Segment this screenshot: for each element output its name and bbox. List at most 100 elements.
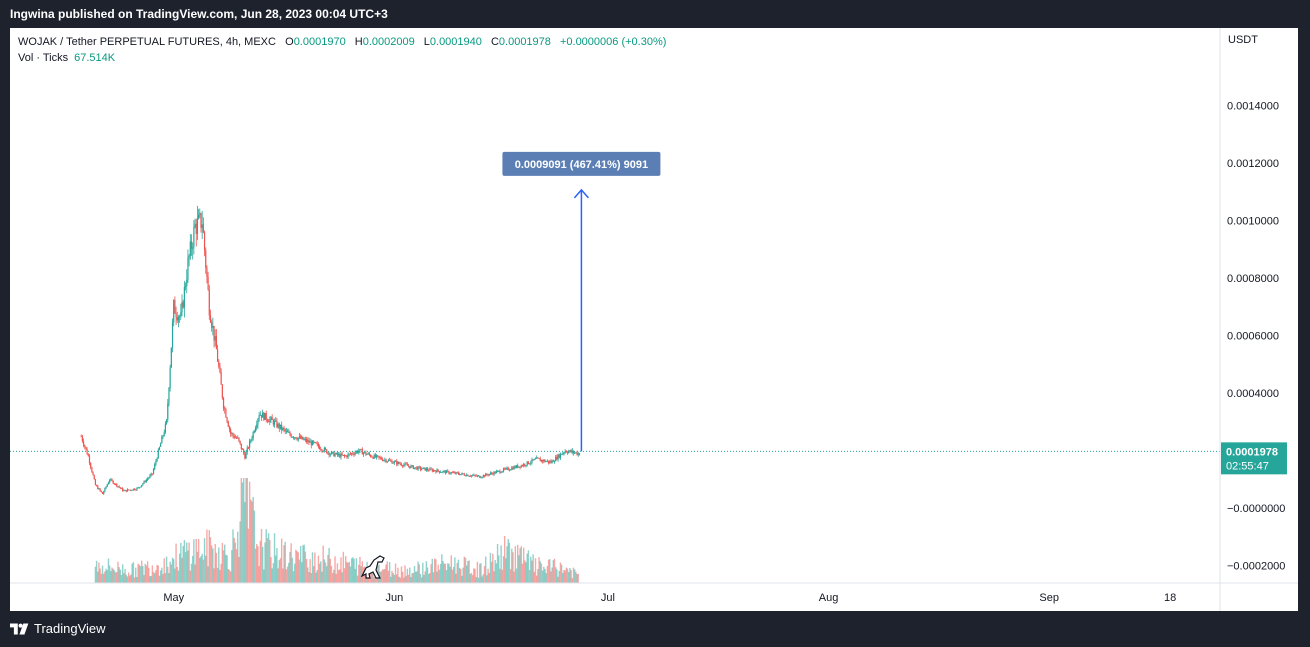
candle-body bbox=[539, 458, 541, 462]
volume-bar bbox=[321, 571, 323, 583]
volume-bar bbox=[484, 556, 487, 583]
volume-bar bbox=[568, 572, 570, 583]
candle-body bbox=[563, 452, 565, 454]
candle-body bbox=[538, 458, 540, 460]
currency-label[interactable]: USDT bbox=[1228, 34, 1258, 46]
volume-bar bbox=[294, 563, 296, 583]
volume-bar bbox=[462, 567, 464, 583]
volume-bar bbox=[241, 482, 244, 583]
candle-body bbox=[144, 481, 146, 482]
candle-body bbox=[498, 470, 500, 472]
candle-body bbox=[91, 467, 93, 472]
volume-label[interactable]: Vol · Ticks bbox=[18, 52, 69, 64]
candle-body bbox=[209, 315, 212, 323]
volume-bar bbox=[150, 575, 152, 583]
candle-body bbox=[316, 443, 318, 445]
candle-body bbox=[238, 437, 240, 441]
volume-bar bbox=[374, 574, 377, 583]
volume-bar bbox=[165, 556, 168, 583]
candle-body bbox=[564, 451, 566, 453]
candle-body bbox=[303, 439, 305, 441]
candle-body bbox=[307, 440, 309, 442]
price-tick-label: 0.0014000 bbox=[1227, 101, 1279, 113]
volume-bar bbox=[571, 578, 573, 583]
candle-body bbox=[167, 403, 169, 420]
candle-body bbox=[92, 471, 94, 476]
candle-body bbox=[141, 484, 143, 487]
candle-body bbox=[491, 472, 493, 474]
candle-body bbox=[103, 491, 105, 494]
tradingview-logo[interactable]: TradingView bbox=[10, 611, 106, 647]
volume-bar bbox=[139, 566, 142, 583]
candle-body bbox=[340, 453, 342, 458]
volume-bar bbox=[107, 558, 110, 583]
volume-bar bbox=[520, 546, 522, 583]
chart-svg[interactable]: 0.0001978 02:55:47 0.0009091 (467.41%) 909… bbox=[10, 28, 1298, 611]
candle-body bbox=[184, 286, 187, 288]
volume-bar bbox=[178, 553, 181, 583]
candle-body bbox=[270, 417, 272, 420]
candle-body bbox=[568, 451, 570, 454]
candle-body bbox=[482, 475, 484, 478]
volume-bar bbox=[219, 570, 221, 583]
candle-body bbox=[449, 473, 451, 475]
volume-bar bbox=[289, 551, 291, 583]
candle-body bbox=[500, 472, 502, 474]
volume-bar bbox=[550, 571, 552, 583]
volume-bar bbox=[212, 548, 214, 583]
candle-body bbox=[549, 461, 551, 463]
volume-bar bbox=[272, 563, 275, 583]
volume-bar bbox=[401, 571, 404, 583]
volume-bar bbox=[455, 573, 457, 583]
candle-body bbox=[118, 486, 120, 488]
candle-body bbox=[269, 419, 271, 423]
candle-body bbox=[543, 459, 545, 462]
high-label: H bbox=[354, 36, 363, 48]
candle-body bbox=[450, 472, 452, 474]
volume-bar bbox=[385, 564, 387, 583]
candle-body bbox=[347, 454, 349, 458]
volume-bar bbox=[187, 550, 189, 583]
volume-bar bbox=[476, 561, 479, 583]
candle-body bbox=[199, 213, 201, 215]
volume-bar bbox=[546, 565, 549, 583]
volume-bar bbox=[305, 558, 308, 583]
candle-body bbox=[477, 475, 480, 477]
candle-body bbox=[418, 466, 420, 468]
chart-frame[interactable]: 0.0001978 02:55:47 0.0009091 (467.41%) 909… bbox=[10, 28, 1298, 611]
candle-body bbox=[571, 450, 573, 453]
volume-bar bbox=[417, 561, 419, 583]
candle-body bbox=[222, 398, 225, 409]
volume-bar bbox=[398, 576, 400, 583]
candle-body bbox=[361, 449, 363, 455]
volume-bar bbox=[119, 569, 122, 583]
volume-bar bbox=[361, 561, 364, 583]
candle-body bbox=[258, 415, 260, 420]
candle-body bbox=[512, 467, 514, 470]
volume-bar bbox=[152, 571, 155, 583]
candle-body bbox=[279, 424, 282, 429]
volume-bar bbox=[291, 557, 294, 583]
volume-bar bbox=[308, 572, 310, 583]
candle-body bbox=[310, 441, 312, 446]
candle-body bbox=[139, 486, 142, 488]
candle-body bbox=[158, 446, 161, 450]
volume-bar bbox=[443, 563, 445, 583]
volume-bar bbox=[209, 537, 212, 583]
candle-body bbox=[195, 223, 197, 234]
candle-body bbox=[161, 436, 163, 444]
candle-body bbox=[301, 436, 303, 439]
symbol-name[interactable]: WOJAK / Tether PERPETUAL FUTURES, 4h, ME… bbox=[18, 36, 276, 48]
candle-body bbox=[399, 463, 401, 465]
volume-bar bbox=[452, 566, 455, 583]
volume-bar bbox=[573, 569, 576, 583]
candle-body bbox=[170, 347, 172, 368]
candle-body bbox=[207, 276, 209, 290]
candle-body bbox=[315, 442, 317, 444]
volume-bar bbox=[323, 559, 326, 583]
volume-bar bbox=[137, 563, 139, 583]
candle-body bbox=[241, 448, 244, 450]
candle-body bbox=[288, 432, 290, 433]
candle-body bbox=[553, 461, 556, 463]
volume-bar bbox=[284, 541, 286, 583]
